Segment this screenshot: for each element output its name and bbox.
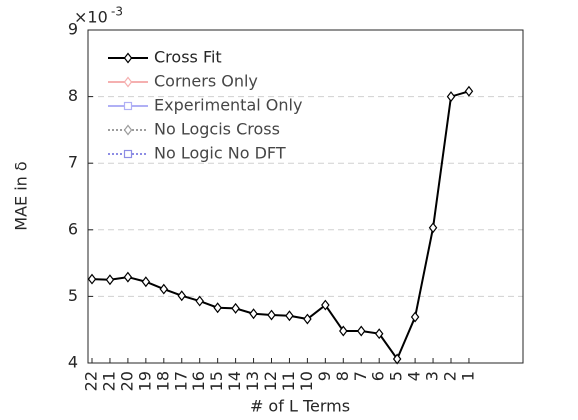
y-tick-label: 9 [68,20,78,39]
data-point [231,302,240,314]
data-point [141,276,151,288]
data-point [213,302,222,314]
data-point [105,274,115,286]
y-axis-label: MAE in δ [12,161,31,230]
legend-label: No Logic No DFT [154,144,286,163]
legend-marker [123,76,133,88]
data-point [410,311,420,323]
legend-label: Cross Fit [154,48,222,67]
data-point [428,222,438,234]
legend-marker [123,149,133,159]
series-line [91,90,470,362]
y-tick-label: 6 [68,219,78,238]
data-point [249,308,258,320]
y-tick-label: 8 [68,86,78,105]
legend-marker [123,52,133,64]
x-tick-label: 22 [82,371,101,391]
data-point [159,283,169,295]
y-tick-label: 7 [68,153,78,172]
axes-box [87,29,524,364]
x-tick-label: 7 [351,371,370,381]
x-tick-label: 3 [423,371,442,381]
x-tick-label: 11 [279,371,298,391]
legend-entry: Corners Only [108,72,258,91]
x-tick-label: 17 [171,371,190,391]
x-tick-label: 15 [207,371,226,391]
legend-entry: Cross Fit [108,48,222,67]
x-tick-label: 19 [135,371,154,391]
x-axis-label: # of L Terms [250,397,350,416]
data-point [267,309,276,321]
data-point [339,325,348,337]
legend-entry: Experimental Only [108,96,302,115]
x-tick-label: 6 [369,371,388,381]
y-tick-label: 5 [68,286,78,305]
data-point [446,91,456,103]
y-tick-label: 4 [68,353,78,372]
x-tick-label: 4 [405,371,424,381]
x-tick-label: 18 [153,371,172,391]
legend-marker [123,101,133,111]
x-tick-label: 1 [458,371,477,381]
x-tick-label: 13 [243,371,262,391]
data-point [177,290,187,302]
exponent-base: ×10 [74,8,108,27]
legend-marker [123,124,133,136]
x-tick-label: 8 [333,371,352,381]
data-point [87,273,97,285]
legend-entry: No Logic No DFT [108,144,286,163]
x-tick-label: 2 [441,371,460,381]
data-point [392,353,402,365]
x-tick-label: 9 [315,371,334,381]
x-tick-label: 12 [261,371,280,391]
plot-area [88,30,523,363]
x-tick-label: 14 [225,371,244,391]
legend-entry: No Logcis Cross [108,120,280,139]
data-point [285,310,294,322]
data-point [123,271,133,283]
x-tick-label: 5 [387,371,406,381]
exponent-power: -3 [111,5,123,19]
data-point [321,299,330,311]
data-point [356,325,366,337]
x-tick-label: 21 [99,371,118,391]
legend-label: Corners Only [154,72,258,91]
x-tick-label: 16 [189,371,208,391]
x-tick-label: 10 [297,371,316,391]
x-tick-label: 20 [117,371,136,391]
data-point [464,85,474,97]
legend-label: Experimental Only [154,96,302,115]
data-point [195,295,204,307]
legend-label: No Logcis Cross [154,120,280,139]
data-point [374,328,384,340]
data-point [303,313,312,325]
